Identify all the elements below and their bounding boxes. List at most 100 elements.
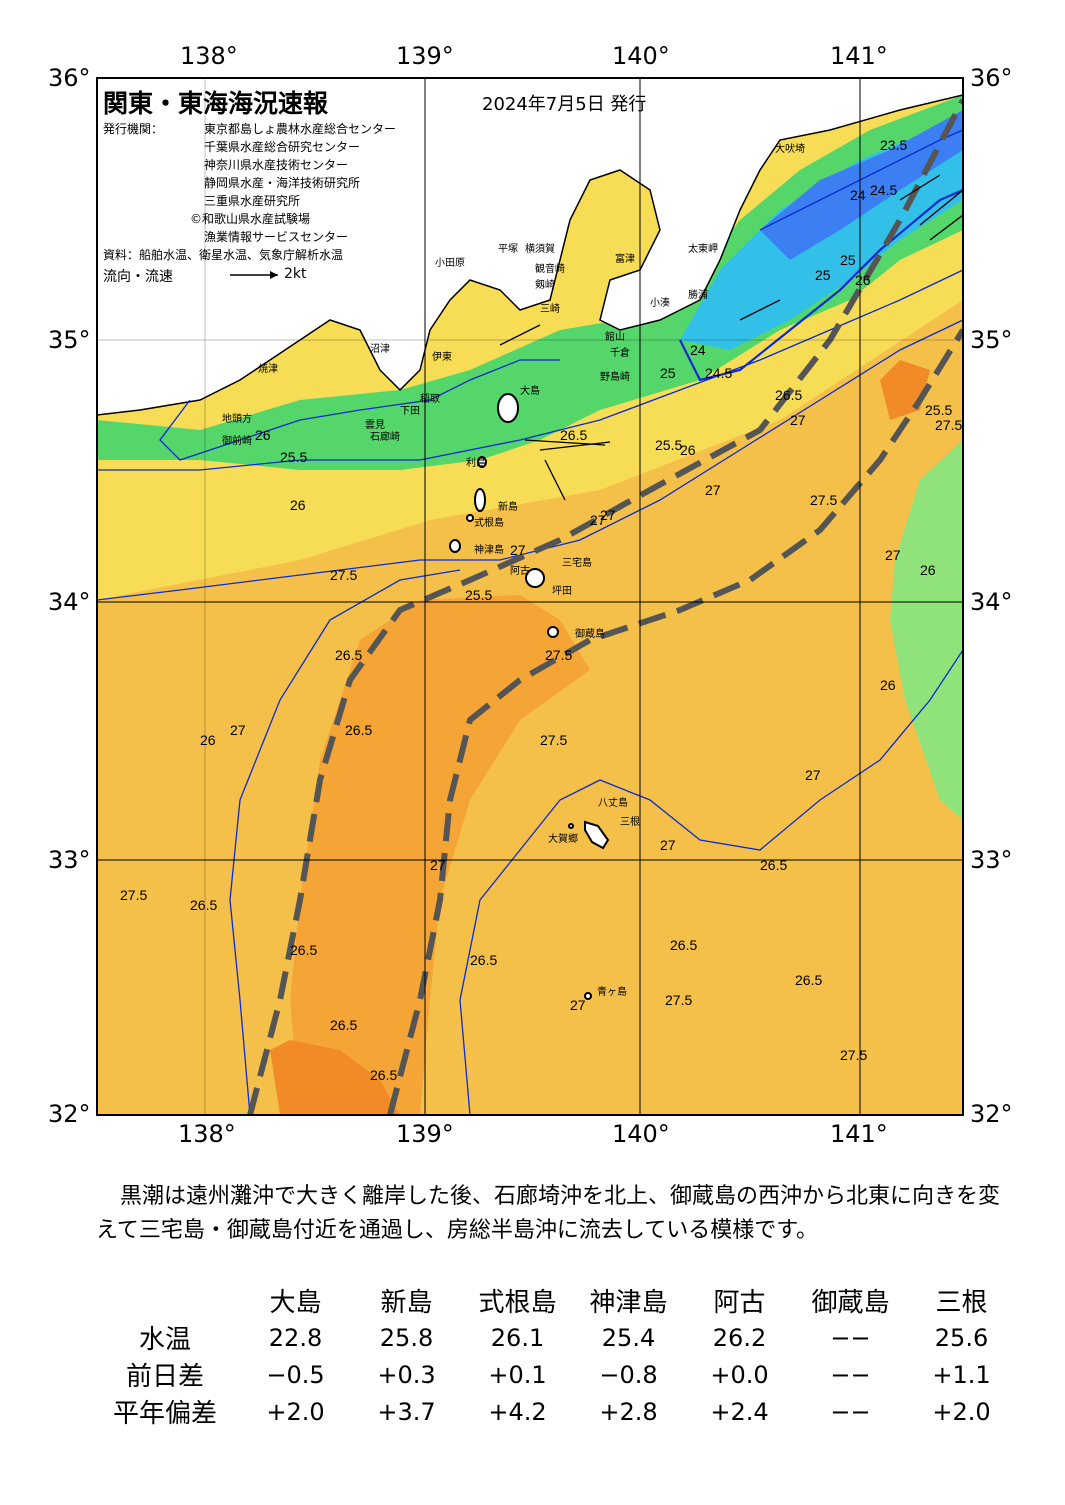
table-row: 前日差 −0.5 +0.3 +0.1 −0.8 +0.0 −− +1.1	[90, 1356, 1017, 1393]
lon-label-top: 140°	[612, 42, 670, 70]
place-label: 式根島	[474, 516, 504, 529]
place-label: 野島崎	[600, 370, 630, 383]
isotherm-label: 27.5	[840, 1047, 867, 1063]
row-label: 水温	[138, 1325, 191, 1355]
isotherm-label: 25	[815, 267, 831, 283]
lat-label-left: 33°	[48, 846, 91, 874]
lat-label-left: 35°	[48, 326, 91, 354]
isotherm-label: 25.5	[655, 437, 682, 453]
isotherm-label: 25.5	[925, 402, 952, 418]
issuer: 三重県水産研究所	[204, 194, 301, 208]
isotherm-label: 25	[660, 365, 676, 381]
place-label: 八丈島	[598, 796, 628, 809]
table-cell: +3.7	[377, 1397, 436, 1426]
isotherm-label: 24	[690, 342, 706, 358]
map-title: 関東・東海海況速報	[103, 89, 329, 118]
isotherm-label: 27	[510, 542, 526, 558]
isotherm-label: 26	[855, 272, 871, 288]
place-label: 館山	[605, 330, 625, 343]
place-label: 勝浦	[688, 288, 708, 301]
table-row: 平年偏差 +2.0 +3.7 +4.2 +2.8 +2.4 −− +2.0	[90, 1393, 1017, 1430]
place-label: 神津島	[474, 543, 504, 556]
table-row: 水温 22.8 25.8 26.1 25.4 26.2 −− 25.6	[90, 1319, 1017, 1356]
isotherm-label: 26.5	[795, 972, 822, 988]
kuroshio-axes	[247, 98, 963, 1115]
place-label: 平塚	[498, 243, 518, 255]
flow-scale-label: 2kt	[284, 266, 307, 282]
isotherm-label: 26.5	[330, 1017, 357, 1033]
station-header: 阿古	[713, 1288, 766, 1318]
lon-label-top: 138°	[180, 42, 238, 70]
table-cell: +2.0	[266, 1397, 325, 1426]
place-label: 大島	[520, 384, 540, 397]
issue-date: 2024年7月5日 発行	[482, 94, 647, 115]
isotherm-label: 27	[230, 722, 246, 738]
table-cell: −−	[830, 1397, 871, 1426]
island-shikinejima	[466, 514, 474, 522]
isotherm-label: 24	[850, 187, 866, 203]
lon-label-bottom: 138°	[178, 1120, 236, 1148]
place-label: 青ヶ島	[597, 985, 627, 998]
observation-table: 大島 新島 式根島 神津島 阿古 御蔵島 三根 水温 22.8 25.8 26.…	[90, 1282, 1017, 1430]
sst-zone-orange	[290, 595, 590, 1115]
table-cell: 22.8	[268, 1323, 323, 1352]
isotherm-label: 27.5	[540, 732, 567, 748]
isotherm-label: 27	[600, 507, 616, 523]
place-label: 御蔵島	[575, 627, 605, 640]
grid	[97, 78, 963, 1115]
table-cell: 25.6	[934, 1323, 989, 1352]
isotherm-label: 26.5	[470, 952, 497, 968]
table-cell: −0.8	[599, 1360, 658, 1389]
issuer: 漁業情報サービスセンター	[204, 230, 349, 244]
isotherm-label: 26.5	[670, 937, 697, 953]
lat-label-right: 33°	[970, 846, 1013, 874]
station-header: 式根島	[478, 1288, 557, 1318]
place-label: 利島	[466, 456, 486, 469]
issuers-label: 発行機関：	[103, 122, 164, 136]
isotherm-label: 27.5	[545, 647, 572, 663]
table-cell: +2.4	[710, 1397, 769, 1426]
land-honshu	[97, 78, 963, 416]
place-label: 下田	[400, 406, 420, 417]
island-kozushima	[449, 539, 461, 553]
isotherm-label: 26	[920, 562, 936, 578]
isotherm-labels: 23.524.5242524252624.52526.5272625.52625…	[120, 137, 962, 1083]
isotherm-label: 25	[840, 252, 856, 268]
isotherm-label: 27	[885, 547, 901, 563]
row-label: 平年偏差	[112, 1399, 217, 1429]
issuer: ©和歌山県水産試験場	[190, 212, 311, 226]
isotherm-label: 27	[570, 997, 586, 1013]
isotherm-label: 27.5	[810, 492, 837, 508]
isotherm-label: 24.5	[705, 365, 732, 381]
isotherm-label: 26.5	[345, 722, 372, 738]
place-label: 三根	[620, 815, 640, 828]
row-label: 前日差	[125, 1362, 204, 1392]
station-header: 大島	[269, 1288, 322, 1318]
place-label: 大賀郷	[548, 832, 578, 845]
lon-label-bottom: 140°	[612, 1120, 670, 1148]
place-label: 三崎	[540, 302, 560, 315]
station-header: 神津島	[589, 1288, 668, 1318]
isotherm-label: 27	[790, 412, 806, 428]
issuer: 神奈川県水産技術センター	[204, 158, 349, 172]
place-label: 沼津	[370, 342, 390, 355]
isotherm-label: 27	[430, 857, 446, 873]
place-label: 剱崎	[535, 278, 555, 291]
isotherm-label: 25.5	[465, 587, 492, 603]
isotherm-label: 27.5	[935, 417, 962, 433]
place-label: 坪田	[552, 584, 572, 597]
table-cell: +0.3	[377, 1360, 436, 1389]
issuer: 千葉県水産総合研究センター	[204, 140, 361, 154]
place-label: 三宅島	[562, 556, 592, 569]
isotherm-label: 26.5	[760, 857, 787, 873]
lon-label-bottom: 141°	[830, 1120, 888, 1148]
table-cell: 26.2	[712, 1323, 767, 1352]
summary-text: 黒潮は遠州灘沖で大きく離岸した後、石廊埼沖を北上、御蔵島の西沖から北東に向きを変…	[96, 1184, 1001, 1243]
island-niijima	[474, 488, 486, 512]
place-label: 横須賀	[525, 242, 555, 255]
flow-scale-arrowhead	[270, 271, 278, 279]
isotherm-label: 27.5	[330, 567, 357, 583]
isotherm-label: 26	[255, 427, 271, 443]
issuer: 静岡県水産・海洋技術研究所	[204, 176, 361, 190]
lon-label-top: 139°	[396, 42, 454, 70]
